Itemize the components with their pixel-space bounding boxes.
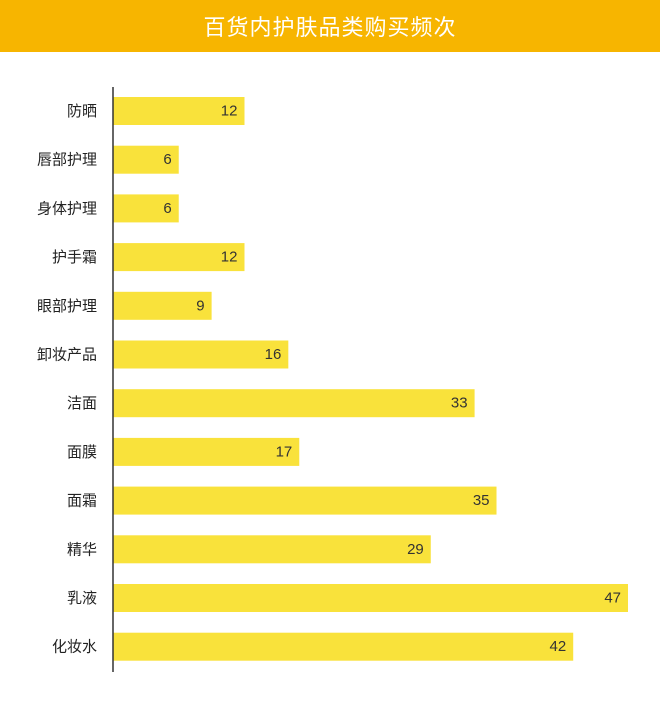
- data-label: 12: [221, 249, 238, 266]
- data-label: 6: [163, 151, 171, 168]
- category-label: 防晒: [67, 102, 97, 120]
- category-label: 面霜: [67, 492, 97, 510]
- category-label: 化妆水: [52, 638, 97, 656]
- category-label: 乳液: [67, 589, 97, 607]
- data-label: 12: [221, 103, 238, 120]
- chart-area: 防晒 12 唇部护理 6 身体护理 6 护手霜 12 眼部护理 9 卸妆产品 16 洁面 33 面膜 17 面霜…: [0, 52, 660, 720]
- bar-5: [113, 291, 212, 320]
- category-label: 护手霜: [52, 248, 97, 266]
- data-label: 35: [473, 492, 490, 509]
- data-label: 47: [604, 590, 621, 607]
- category-label: 身体护理: [37, 199, 97, 217]
- chart-title-bar: 百货内护肤品类购买频次: [0, 0, 660, 52]
- data-label: 29: [407, 541, 424, 558]
- data-label: 42: [550, 638, 567, 655]
- data-label: 6: [163, 200, 171, 217]
- category-label: 卸妆产品: [37, 346, 97, 364]
- category-label: 眼部护理: [37, 297, 97, 315]
- bar-7: [113, 389, 475, 418]
- bar-9: [113, 486, 497, 515]
- bar-4: [113, 243, 245, 272]
- category-label: 面膜: [67, 443, 97, 461]
- data-label: 33: [451, 395, 468, 412]
- bar-6: [113, 340, 289, 369]
- bar-12: [113, 632, 574, 661]
- category-label: 唇部护理: [37, 151, 97, 169]
- bar-chart: 防晒 12 唇部护理 6 身体护理 6 护手霜 12 眼部护理 9 卸妆产品 16 洁面 33 面膜 17 面霜…: [37, 87, 628, 672]
- bar-11: [113, 584, 628, 612]
- category-label: 洁面: [67, 394, 97, 412]
- data-label: 9: [196, 297, 204, 314]
- category-label: 精华: [67, 540, 97, 558]
- data-label: 17: [276, 443, 293, 460]
- bar-8: [113, 437, 300, 466]
- bar-10: [113, 535, 431, 564]
- bar-2: [113, 145, 179, 174]
- chart-title: 百货内护肤品类购买频次: [203, 16, 457, 41]
- data-label: 16: [265, 346, 282, 363]
- bar-3: [113, 194, 179, 223]
- bar-1: [113, 97, 245, 125]
